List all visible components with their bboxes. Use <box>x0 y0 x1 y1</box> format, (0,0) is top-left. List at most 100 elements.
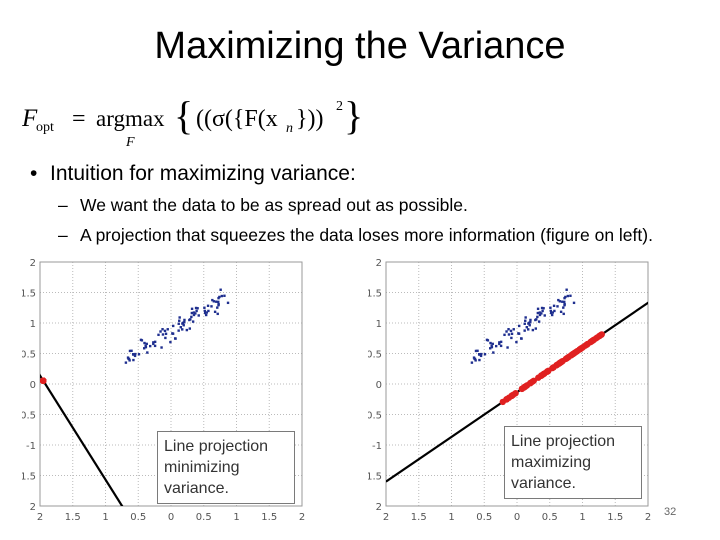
data-point <box>505 330 508 333</box>
data-point <box>196 307 199 310</box>
data-point <box>498 342 501 346</box>
data-points <box>470 288 576 364</box>
projected-point <box>40 377 47 384</box>
data-point <box>160 346 163 349</box>
y-tick-label: 1.5 <box>22 472 36 483</box>
data-point <box>219 288 222 291</box>
caption-left: Line projection minimizing variance. <box>157 431 295 504</box>
data-point <box>197 314 200 317</box>
data-point <box>195 309 198 313</box>
y-tick-label: 0.5 <box>368 411 382 422</box>
data-point <box>177 322 180 325</box>
data-point <box>566 294 570 298</box>
data-point <box>148 344 152 348</box>
formula-equals: = <box>72 106 86 132</box>
data-point <box>215 300 218 303</box>
data-point <box>143 341 146 345</box>
data-point <box>191 320 195 323</box>
data-point <box>551 311 554 314</box>
formula-lhs: F <box>22 105 38 132</box>
y-tick-label: 1 <box>376 319 382 330</box>
x-tick-label: 1.5 <box>411 512 427 523</box>
data-point <box>489 341 492 345</box>
x-tick-label: 0 <box>514 512 520 523</box>
y-tick-label: 1.5 <box>22 289 36 300</box>
y-tick-label: -1 <box>26 441 36 452</box>
data-point <box>183 321 186 324</box>
data-point <box>169 340 172 344</box>
data-point <box>558 300 562 303</box>
data-point <box>524 316 527 319</box>
data-point <box>483 353 487 356</box>
formula-operator: argmax <box>96 106 165 131</box>
data-point <box>509 329 513 333</box>
x-tick-label: 2 <box>645 512 651 523</box>
formula-power: 2 <box>336 99 343 114</box>
data-point <box>563 303 566 307</box>
data-point <box>529 318 532 322</box>
data-point <box>538 313 542 317</box>
data-point <box>540 306 544 310</box>
data-point <box>183 318 186 322</box>
data-point <box>190 311 194 315</box>
y-tick-label: 1 <box>30 319 36 330</box>
projected-point <box>550 364 557 371</box>
data-point <box>216 312 219 316</box>
data-point <box>213 310 217 314</box>
data-point <box>177 329 180 332</box>
sub-bullet-text: A projection that squeezes the data lose… <box>80 225 653 245</box>
x-tick-label: 1.5 <box>261 512 277 523</box>
data-point <box>153 344 157 348</box>
data-point <box>161 333 165 336</box>
data-point <box>194 306 198 310</box>
x-tick-label: 0.5 <box>130 512 146 523</box>
data-point <box>474 349 478 353</box>
data-point <box>552 304 556 307</box>
projected-point <box>579 344 587 351</box>
data-point <box>192 311 196 314</box>
data-point <box>203 311 207 315</box>
data-point <box>223 294 226 297</box>
data-point <box>145 342 148 346</box>
data-point <box>536 307 540 311</box>
data-point <box>492 351 495 354</box>
data-point <box>565 288 568 291</box>
data-point <box>216 306 219 309</box>
data-point <box>130 349 133 353</box>
data-point <box>146 351 149 354</box>
data-point <box>207 309 210 313</box>
formula-brace-close: } <box>344 96 362 138</box>
data-point <box>517 332 521 335</box>
data-point <box>182 324 185 327</box>
data-point <box>569 294 572 297</box>
bullet-dot: • <box>30 162 38 185</box>
data-point <box>515 340 518 344</box>
data-point <box>506 346 509 349</box>
data-point <box>542 307 545 310</box>
data-point <box>491 342 494 346</box>
projected-point <box>569 351 576 358</box>
scatter-plot-right: 2 1.5 1 0.5 0 0.5 1 1.5 221.510.500.5-11.52 <box>366 258 651 523</box>
y-tick-label: 1.5 <box>368 472 382 483</box>
data-point <box>178 316 181 319</box>
y-tick-label: 2 <box>376 258 382 269</box>
data-point <box>179 326 182 329</box>
data-point <box>556 305 559 308</box>
data-point <box>477 352 481 356</box>
data-point <box>217 303 220 307</box>
data-point <box>188 327 191 330</box>
axes-frame <box>39 261 303 507</box>
caption-right: Line projection maximizing variance. <box>504 426 642 499</box>
data-point <box>562 312 565 316</box>
data-point <box>519 337 523 340</box>
data-point <box>531 328 535 332</box>
data-point <box>527 322 530 325</box>
data-point <box>476 349 479 353</box>
data-point <box>562 306 565 309</box>
projection-line-group <box>386 301 648 483</box>
bullet-text: Intuition for maximizing variance: <box>50 162 356 185</box>
data-point <box>164 336 167 340</box>
projected-point <box>530 377 537 384</box>
data-point <box>559 310 563 314</box>
data-point <box>536 315 539 319</box>
